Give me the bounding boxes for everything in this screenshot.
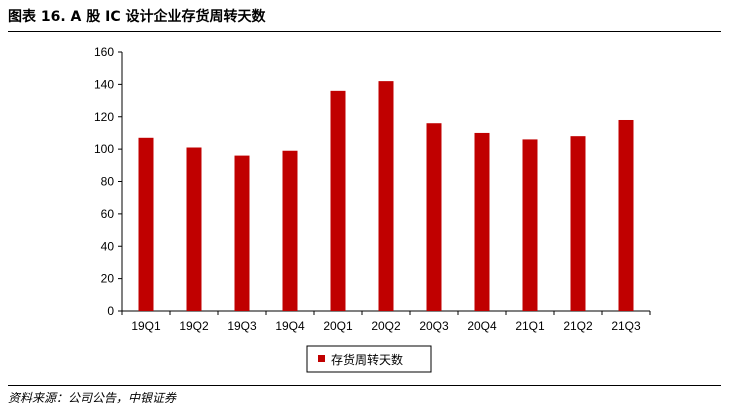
legend-label: 存货周转天数	[331, 352, 403, 367]
top-rule	[8, 31, 721, 32]
x-tick-label: 21Q3	[611, 319, 641, 333]
x-tick-label: 19Q2	[179, 319, 209, 333]
bar-19Q3	[234, 155, 250, 311]
chart-legend: 存货周转天数	[306, 345, 432, 373]
bar-20Q3	[426, 123, 442, 311]
source-note: 资料来源：公司公告，中银证券	[8, 391, 177, 405]
figure-title: 图表 16. A 股 IC 设计企业存货周转天数	[8, 9, 266, 25]
y-tick-label: 140	[94, 77, 114, 91]
bar-20Q1	[330, 90, 346, 311]
y-tick-labels: 0 20 40 60 80 100 120 140 160	[94, 45, 114, 318]
y-tick-label: 60	[101, 207, 115, 221]
bar-20Q4	[474, 132, 490, 311]
chart-bars	[138, 81, 634, 311]
bar-19Q2	[186, 147, 202, 311]
x-tick-label: 19Q1	[131, 319, 161, 333]
x-tick-label: 21Q2	[563, 319, 593, 333]
bar-21Q2	[570, 136, 586, 311]
y-tick-label: 80	[101, 175, 115, 189]
y-tick-label: 120	[94, 110, 114, 124]
x-tick-label: 20Q3	[419, 319, 449, 333]
x-tick-label: 20Q2	[371, 319, 401, 333]
x-tick-label: 20Q4	[467, 319, 497, 333]
bar-19Q4	[282, 150, 298, 311]
bar-21Q1	[522, 139, 538, 311]
y-tick-label: 0	[107, 304, 114, 318]
legend-swatch	[318, 355, 325, 362]
bar-20Q2	[378, 81, 394, 311]
bottom-rule	[8, 385, 721, 386]
bar-19Q1	[138, 137, 154, 311]
y-tick-label: 160	[94, 45, 114, 59]
x-tick-label: 20Q1	[323, 319, 353, 333]
x-tick-labels: 19Q1 19Q2 19Q3 19Q4 20Q1 20Q2 20Q3 20Q4 21Q1 21Q2…	[131, 319, 641, 333]
bar-21Q3	[618, 119, 634, 311]
x-tick-label: 21Q1	[515, 319, 545, 333]
y-tick-label: 100	[94, 142, 114, 156]
legend-box	[306, 345, 432, 373]
x-tick-label: 19Q3	[227, 319, 257, 333]
x-tick-label: 19Q4	[275, 319, 305, 333]
y-tick-label: 20	[101, 272, 115, 286]
y-tick-label: 40	[101, 239, 115, 253]
